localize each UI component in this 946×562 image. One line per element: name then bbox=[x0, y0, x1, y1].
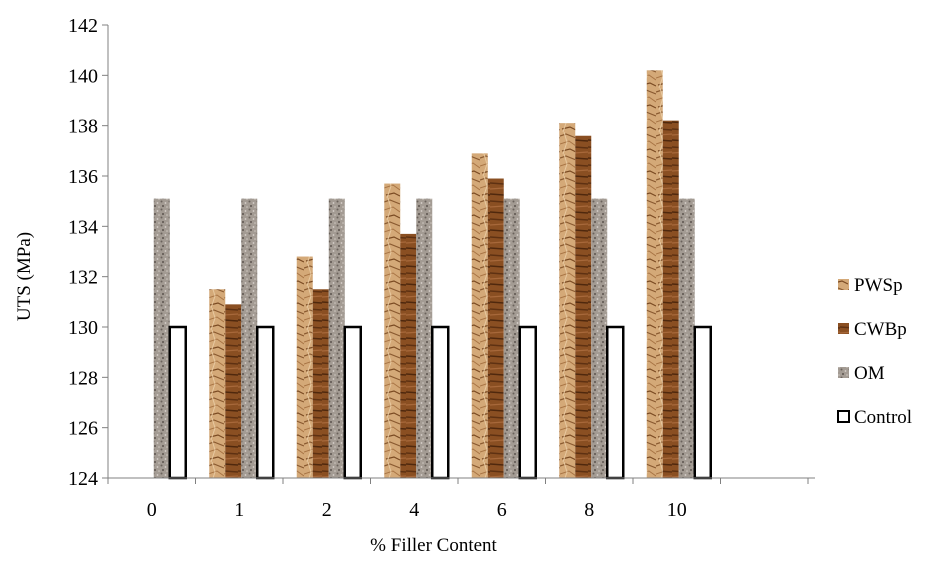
y-tick-label: 140 bbox=[68, 65, 98, 87]
y-tick-label: 134 bbox=[68, 216, 98, 238]
bar-om-4 bbox=[416, 198, 433, 478]
y-tick-label: 126 bbox=[68, 418, 98, 440]
bar-om-6 bbox=[503, 198, 520, 478]
bar-pwsp-8 bbox=[559, 123, 576, 479]
bar-cwbp-4 bbox=[400, 233, 417, 478]
x-tick-label: 6 bbox=[497, 499, 507, 521]
bar-cwbp-6 bbox=[487, 178, 504, 478]
x-tick-label: 1 bbox=[234, 499, 244, 521]
bar-om-2 bbox=[328, 198, 345, 478]
legend-swatch-cwbp bbox=[838, 323, 849, 334]
bar-pwsp-2 bbox=[296, 256, 313, 478]
bar-pwsp-1 bbox=[209, 289, 226, 478]
y-tick-label: 124 bbox=[68, 468, 98, 490]
bar-pwsp-10 bbox=[646, 70, 663, 479]
bar-control-0 bbox=[168, 325, 187, 480]
x-tick-label: 4 bbox=[409, 499, 419, 521]
bar-control-1 bbox=[256, 325, 275, 480]
legend-label-cwbp: CWBp bbox=[854, 319, 907, 340]
legend-label-om: OM bbox=[854, 363, 885, 384]
bar-control-2 bbox=[343, 325, 362, 480]
bar-control-4 bbox=[431, 325, 450, 480]
bar-om-8 bbox=[591, 198, 608, 478]
bar-cwbp-8 bbox=[575, 135, 592, 478]
legend-swatch-pwsp bbox=[838, 279, 849, 290]
legend-swatch-om bbox=[838, 367, 849, 378]
x-tick-label: 0 bbox=[147, 499, 157, 521]
y-axis-title: UTS (MPa) bbox=[14, 232, 35, 321]
legend-label-control: Control bbox=[854, 407, 912, 428]
y-tick-label: 132 bbox=[68, 267, 98, 289]
bar-om-1 bbox=[241, 198, 258, 478]
bar-cwbp-2 bbox=[312, 289, 329, 478]
bar-om-0 bbox=[153, 198, 170, 478]
x-axis-title: % Filler Content bbox=[370, 535, 497, 556]
x-tick-label: 10 bbox=[667, 499, 687, 521]
bar-pwsp-4 bbox=[384, 183, 401, 479]
bar-control-8 bbox=[606, 325, 625, 480]
bar-cwbp-10 bbox=[662, 120, 679, 478]
y-tick-label: 136 bbox=[68, 166, 98, 188]
bar-pwsp-6 bbox=[471, 153, 488, 478]
y-tick-label: 128 bbox=[68, 367, 98, 389]
bar-control-6 bbox=[518, 325, 537, 480]
x-tick-label: 2 bbox=[322, 499, 332, 521]
x-tick-label: 8 bbox=[584, 499, 594, 521]
legend-label-pwsp: PWSp bbox=[854, 275, 903, 296]
bar-control-10 bbox=[693, 325, 712, 480]
y-tick-label: 138 bbox=[68, 116, 98, 138]
y-tick-label: 130 bbox=[68, 317, 98, 339]
y-tick-label: 142 bbox=[68, 15, 98, 37]
bar-om-10 bbox=[678, 198, 695, 478]
legend-swatch-control bbox=[837, 410, 850, 423]
bar-cwbp-1 bbox=[225, 304, 242, 478]
